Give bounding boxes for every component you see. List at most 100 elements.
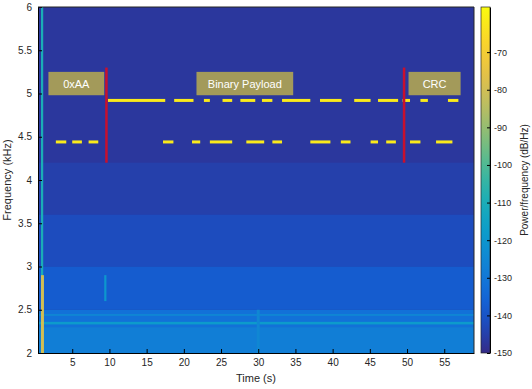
tone-segment [89, 140, 99, 143]
y-tick-mark [38, 50, 42, 51]
x-tick-label: 5 [70, 357, 76, 368]
tone-segment [72, 140, 82, 143]
colorbar-tick-mark [487, 353, 490, 354]
tone-segment [386, 140, 396, 143]
x-axis-title: Time (s) [236, 372, 276, 384]
plot-area [38, 7, 474, 353]
x-axis: 510152025303540455055 [39, 349, 475, 368]
y-tick-label: 4.5 [18, 131, 32, 142]
x-tick-mark [407, 349, 408, 353]
noise-region [257, 310, 260, 353]
frame [38, 7, 474, 8]
tone-segment [210, 140, 232, 143]
colorbar-axis-line [490, 8, 491, 354]
colorbar-tick: -130 [487, 273, 512, 283]
tone-segment [320, 99, 342, 102]
colorbar-tick-label: -130 [494, 273, 512, 283]
x-tick: 55 [439, 349, 451, 368]
y-axis: 22.533.544.555.56 [18, 2, 42, 359]
x-tick: 20 [179, 349, 191, 368]
divider [105, 68, 108, 163]
tone-segment [410, 140, 420, 143]
tone-segment [371, 140, 378, 143]
x-tick-label: 15 [142, 357, 154, 368]
x-tick: 15 [142, 349, 154, 368]
x-tick-label: 50 [402, 357, 414, 368]
x-tick: 35 [290, 349, 302, 368]
x-tick-label: 55 [439, 357, 451, 368]
y-tick: 4.5 [18, 131, 42, 142]
x-tick-label: 10 [104, 357, 116, 368]
x-tick-mark [258, 349, 259, 353]
tone-segment [246, 140, 264, 143]
tone-segment [262, 99, 272, 102]
colorbar-tick-label: -80 [494, 85, 507, 95]
y-tick-label: 6 [26, 2, 32, 13]
colorbar-tick: -150 [487, 348, 512, 358]
colorbar-tick-mark [487, 127, 490, 128]
x-tick-mark [295, 349, 296, 353]
y-tick-mark [38, 137, 42, 138]
y-tick-label: 5.5 [18, 45, 32, 56]
x-tick-label: 30 [253, 357, 265, 368]
colorbar-tick-label: -70 [494, 48, 507, 58]
noise-region [104, 275, 106, 301]
colorbar-tick-label: -150 [494, 348, 512, 358]
y-tick: 5 [26, 88, 42, 99]
tone-segment [174, 99, 193, 102]
y-tick-mark [38, 310, 42, 311]
y-tick-label: 3 [26, 261, 32, 272]
tone-segment [436, 140, 452, 143]
tone-segment [204, 99, 210, 102]
background [38, 7, 474, 353]
x-axis-line [39, 353, 475, 354]
frame [474, 7, 475, 353]
y-tick: 2 [26, 348, 42, 359]
colorbar-tick-mark [487, 278, 490, 279]
annotation-box [196, 72, 293, 95]
y-tick-mark [38, 223, 42, 224]
y-tick-mark [38, 94, 42, 95]
y-tick-mark [38, 180, 42, 181]
tone-segment [310, 140, 330, 143]
x-tick: 40 [328, 349, 340, 368]
tone-segment [56, 140, 66, 143]
x-tick-mark [109, 349, 110, 353]
colorbar-tick: -80 [487, 85, 507, 95]
noise-region [38, 163, 474, 215]
x-tick: 10 [104, 349, 116, 368]
noise-region [38, 310, 474, 327]
colorbar [481, 7, 490, 353]
annotation-box [409, 72, 461, 95]
y-tick-label: 3.5 [18, 218, 32, 229]
colorbar-tick-mark [487, 240, 490, 241]
y-axis-title: Frequency (kHz) [1, 139, 13, 220]
noise-region [41, 275, 44, 353]
divider [403, 68, 406, 163]
tone-segment [448, 99, 458, 102]
x-tick-mark [221, 349, 222, 353]
colorbar-tick-mark [487, 90, 490, 91]
y-tick-mark [38, 267, 42, 268]
y-tick-label: 5 [26, 88, 32, 99]
colorbar-tick: -110 [487, 198, 511, 208]
x-tick-mark [444, 349, 445, 353]
colorbar-tick-label: -110 [494, 198, 511, 208]
y-tick: 3.5 [18, 218, 42, 229]
colorbar-tick: -90 [487, 123, 507, 133]
tone-segment [192, 140, 200, 143]
colorbar-tick: -100 [487, 160, 512, 170]
noise-region [38, 322, 474, 325]
colorbar-tick-label: -100 [494, 160, 512, 170]
x-tick-label: 20 [179, 357, 191, 368]
x-tick: 25 [216, 349, 228, 368]
x-tick-mark [184, 349, 185, 353]
annotations: 0xAABinary PayloadCRC [48, 72, 460, 95]
y-tick-label: 2 [26, 348, 32, 359]
x-tick: 50 [402, 349, 414, 368]
noise-region [38, 327, 474, 353]
colorbar-axis: -70-80-90-100-110-120-130-140-150 [487, 8, 512, 359]
x-tick-mark [333, 349, 334, 353]
x-tick-label: 35 [290, 357, 302, 368]
colorbar-tick-label: -140 [494, 311, 512, 321]
